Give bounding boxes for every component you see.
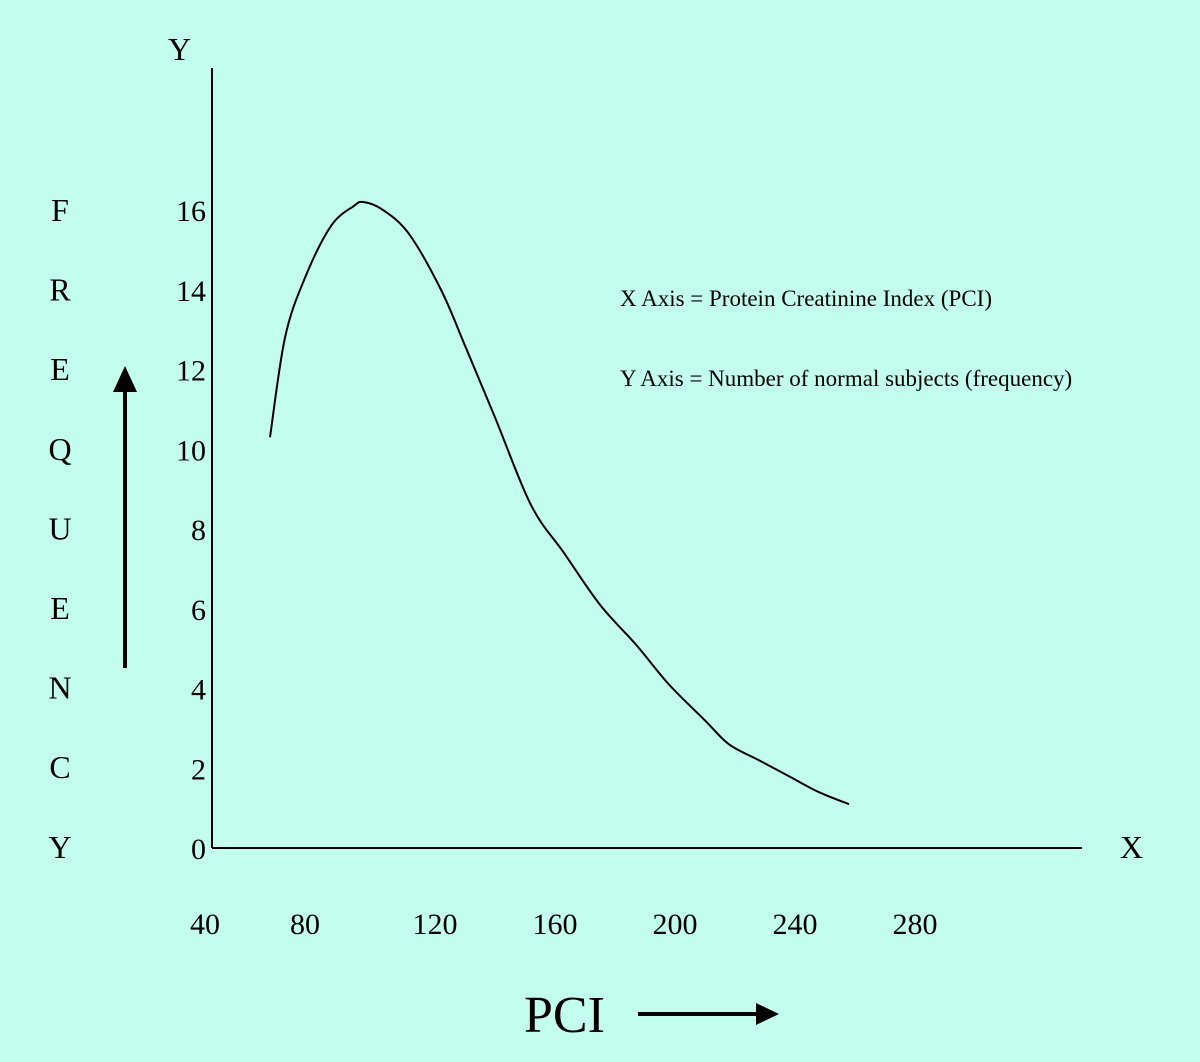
y-tick-label: 8	[191, 514, 206, 547]
y-axis-letter: Y	[168, 31, 191, 67]
y-tick-label: 10	[176, 434, 206, 467]
y-tick-label: 6	[191, 594, 206, 627]
x-axis-letter: X	[1120, 829, 1143, 865]
y-tick-label: 12	[176, 355, 206, 388]
x-tick-label: 280	[893, 908, 938, 941]
annotation-x-axis: X Axis = Protein Creatinine Index (PCI)	[620, 286, 992, 311]
y-axis-label-letter: U	[48, 510, 71, 546]
y-tick-label: 4	[191, 674, 206, 707]
y-axis-label-letter: Y	[48, 829, 71, 865]
x-tick-label: 160	[533, 908, 578, 941]
y-axis-label-letter: C	[49, 749, 70, 785]
y-axis-label-letter: R	[49, 272, 71, 308]
y-axis-label-letter: Q	[48, 431, 71, 467]
frequency-curve	[269, 200, 850, 806]
y-axis-label-letter: E	[50, 351, 70, 387]
y-tick-label: 14	[176, 275, 206, 308]
x-axis-label: PCI	[524, 987, 605, 1044]
y-axis-label-letter: E	[50, 590, 70, 626]
x-tick-label: 200	[653, 908, 698, 941]
x-tick-label: 80	[290, 908, 320, 941]
frequency-arrowhead-icon	[113, 366, 137, 392]
y-axis-label-letter: F	[51, 192, 69, 228]
y-tick-label: 2	[191, 753, 206, 786]
y-tick-label: 0	[191, 833, 206, 866]
y-tick-label: 16	[176, 195, 206, 228]
annotation-y-axis: Y Axis = Number of normal subjects (freq…	[620, 366, 1072, 391]
x-tick-label: 40	[190, 908, 220, 941]
x-tick-label: 120	[413, 908, 458, 941]
x-tick-label: 240	[773, 908, 818, 941]
y-axis-label-letter: N	[48, 670, 71, 706]
pci-arrowhead-icon	[756, 1003, 779, 1025]
